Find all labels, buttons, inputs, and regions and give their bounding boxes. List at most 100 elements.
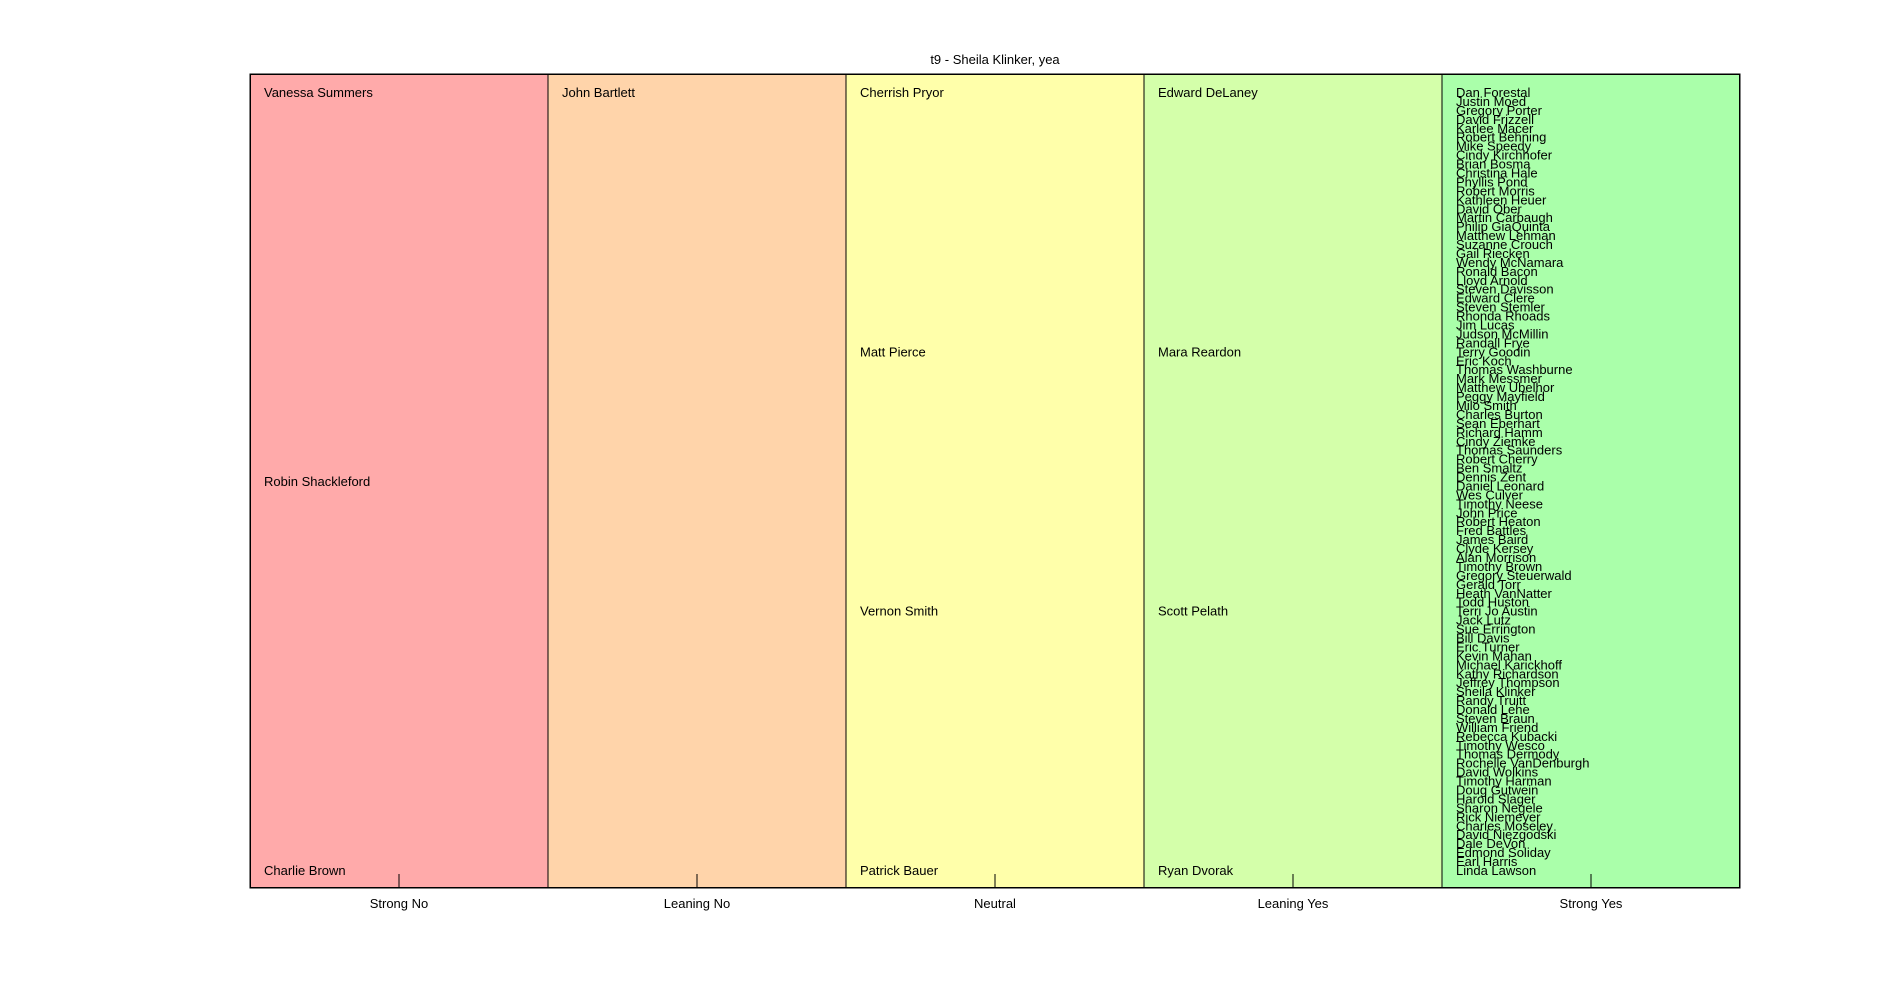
name-label: Michael Karickhoff <box>1456 657 1562 672</box>
vote-chart-svg: Vanessa Summers Robin Shackleford Charlie … <box>249 73 1741 911</box>
panel-strong-no <box>249 73 549 889</box>
name-label: Harold Slager <box>1456 791 1536 806</box>
name-label: David Niezgodski <box>1456 827 1557 842</box>
name-label: Robin Shackleford <box>264 474 370 489</box>
name-label: Heath VanNatter <box>1456 586 1553 601</box>
name-label: Vanessa Summers <box>264 85 373 100</box>
x-tick-label-leaning-no: Leaning No <box>664 896 731 911</box>
name-label: Mark Messmer <box>1456 371 1543 386</box>
name-label: Terri Jo Austin <box>1456 604 1538 619</box>
name-label: Suzanne Crouch <box>1456 237 1553 252</box>
name-label: Dale DeVon <box>1456 836 1525 851</box>
name-label: Wendy McNamara <box>1456 255 1564 270</box>
name-label: Dennis Zent <box>1456 470 1526 485</box>
name-label: Ronald Bacon <box>1456 264 1538 279</box>
name-label: Karlee Macer <box>1456 121 1534 136</box>
name-label: Matthew Ubelhor <box>1456 380 1555 395</box>
name-label: Vernon Smith <box>860 604 938 619</box>
name-label: Christina Hale <box>1456 165 1538 180</box>
name-label: Thomas Dermody <box>1456 747 1560 762</box>
name-label: Peggy Mayfield <box>1456 389 1545 404</box>
name-label: Martin Carbaugh <box>1456 210 1553 225</box>
plot-area: Vanessa Summers Robin Shackleford Charlie … <box>249 73 1741 911</box>
name-label: William Friend <box>1456 720 1538 735</box>
name-label: Steven Braun <box>1456 711 1535 726</box>
name-label: Matthew Lehman <box>1456 228 1556 243</box>
x-tick-label-strong-yes: Strong Yes <box>1560 896 1623 911</box>
name-label: Linda Lawson <box>1456 863 1536 878</box>
name-label: Ryan Dvorak <box>1158 863 1234 878</box>
name-label: Dan Forestal <box>1456 85 1531 100</box>
name-label: Randy Truitt <box>1456 693 1526 708</box>
name-label: John Price <box>1456 505 1517 520</box>
name-label: Robert Heaton <box>1456 514 1541 529</box>
name-label: Steven Stemler <box>1456 300 1546 315</box>
name-label: Jeffrey Thompson <box>1456 675 1560 690</box>
name-label: Doug Gutwein <box>1456 783 1538 798</box>
name-label: Timothy Wesco <box>1456 738 1545 753</box>
name-label: Sue Errington <box>1456 622 1536 637</box>
name-label: Kevin Mahan <box>1456 648 1532 663</box>
name-label: Cindy Kirchhofer <box>1456 148 1553 163</box>
name-label: Sharon Negele <box>1456 800 1543 815</box>
name-label: Todd Huston <box>1456 595 1529 610</box>
name-label: Rebecca Kubacki <box>1456 729 1557 744</box>
name-label: Philip GiaQuinta <box>1456 219 1551 234</box>
name-label: Gerald Torr <box>1456 577 1521 592</box>
name-label: Robert Cherry <box>1456 452 1538 467</box>
name-label: Donald Lehe <box>1456 702 1530 717</box>
names-layer: Vanessa Summers Robin Shackleford Charlie … <box>264 85 1589 878</box>
name-label: Bill Davis <box>1456 630 1510 645</box>
name-label: Clyde Kersey <box>1456 541 1534 556</box>
x-tick-label-strong-no: Strong No <box>370 896 429 911</box>
name-label: Thomas Saunders <box>1456 443 1563 458</box>
name-label: John Bartlett <box>562 85 635 100</box>
name-label: Kathleen Heuer <box>1456 192 1547 207</box>
name-label: Scott Pelath <box>1158 604 1228 619</box>
name-label: Terry Goodin <box>1456 344 1530 359</box>
name-label: Edmond Soliday <box>1456 845 1551 860</box>
name-label: Robert Morris <box>1456 183 1535 198</box>
name-label: Justin Moed <box>1456 94 1526 109</box>
name-label: Brian Bosma <box>1456 157 1531 172</box>
name-label: Cindy Ziemke <box>1456 434 1535 449</box>
ticks-layer: Strong No Leaning No Neutral Leaning Yes Str… <box>370 874 1623 911</box>
name-label: Gregory Porter <box>1456 103 1543 118</box>
name-label: Eric Turner <box>1456 639 1520 654</box>
name-label: Rhonda Rhoads <box>1456 309 1550 324</box>
name-label: Gregory Steuerwald <box>1456 568 1572 583</box>
name-label: Earl Harris <box>1456 854 1518 869</box>
name-label: Mara Reardon <box>1158 344 1241 359</box>
name-label: Sheila Klinker <box>1456 684 1536 699</box>
name-label: Wes Culver <box>1456 487 1524 502</box>
name-label: Charles Moseley <box>1456 818 1553 833</box>
name-label: Edward Clere <box>1456 291 1535 306</box>
name-label: Steven Davisson <box>1456 282 1554 297</box>
name-label: Patrick Bauer <box>860 863 939 878</box>
name-label: Fred Battles <box>1456 523 1527 538</box>
name-label: Phyllis Pond <box>1456 174 1528 189</box>
panels-layer <box>249 73 1741 889</box>
panel-leaning-yes <box>1143 73 1443 889</box>
panel-leaning-no <box>547 73 847 889</box>
name-label: Thomas Washburne <box>1456 362 1573 377</box>
name-label: Jim Lucas <box>1456 318 1515 333</box>
name-label: Timothy Neese <box>1456 496 1543 511</box>
name-label: Timothy Brown <box>1456 559 1542 574</box>
name-label: Robert Behning <box>1456 130 1546 145</box>
name-label: Charles Burton <box>1456 407 1543 422</box>
name-label: Mike Speedy <box>1456 139 1532 154</box>
name-label: Sean Eberhart <box>1456 416 1540 431</box>
name-label: Jack Lutz <box>1456 613 1511 628</box>
name-label: Charlie Brown <box>264 863 346 878</box>
name-label: Timothy Harman <box>1456 774 1552 789</box>
name-label: Kathy Richardson <box>1456 666 1559 681</box>
name-label: Alan Morrison <box>1456 550 1536 565</box>
panel-neutral <box>845 73 1145 889</box>
name-label: David Wolkins <box>1456 765 1539 780</box>
name-label: Eric Koch <box>1456 353 1512 368</box>
name-label: Milo Smith <box>1456 398 1517 413</box>
name-label: Judson McMillin <box>1456 326 1548 341</box>
name-label: David Ober <box>1456 201 1522 216</box>
name-label: Rochelle VanDenburgh <box>1456 756 1589 771</box>
